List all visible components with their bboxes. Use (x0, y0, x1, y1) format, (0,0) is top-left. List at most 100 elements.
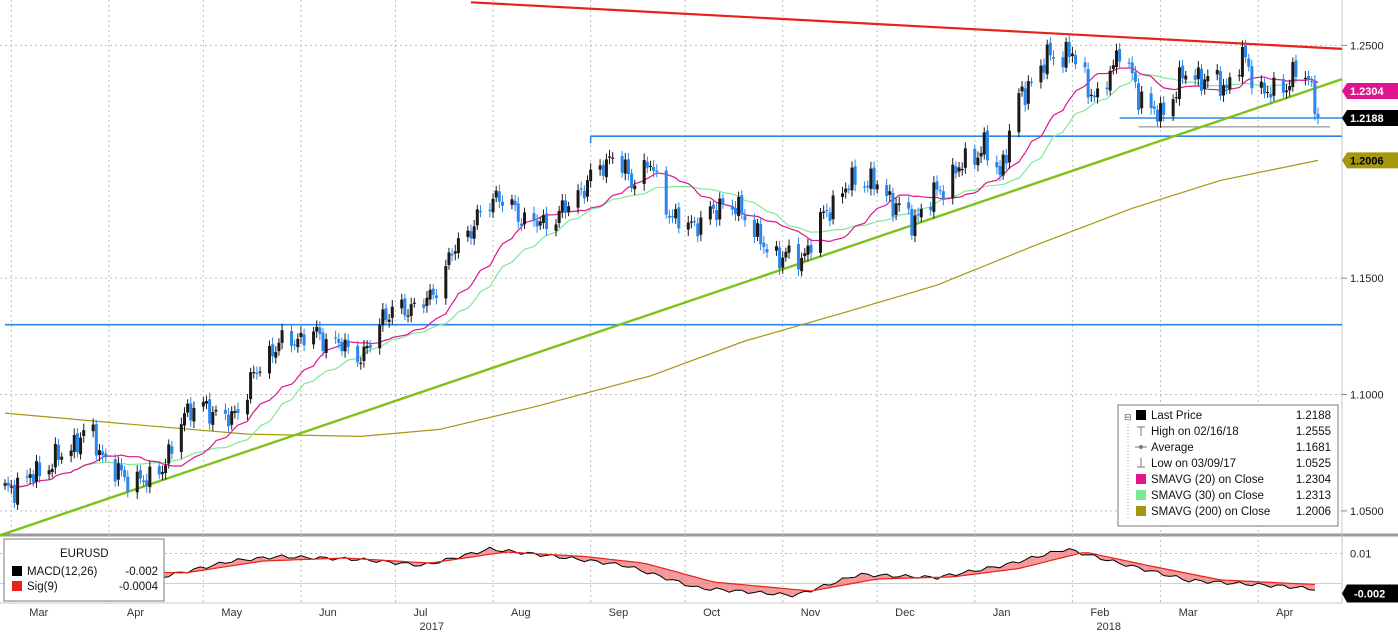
legend-label: SMAVG (200) on Close (1151, 506, 1270, 518)
candle-body (478, 210, 482, 213)
macd-y-tick-label: 0.01 (1350, 549, 1371, 561)
legend-label: SMAVG (20) on Close (1151, 474, 1264, 486)
candle-body (516, 203, 520, 222)
candle-body (170, 446, 174, 454)
macd-fill (867, 574, 875, 581)
candle-body (759, 224, 763, 245)
candle-body (1206, 76, 1210, 82)
candle-body (192, 408, 196, 422)
macd-fill (848, 577, 856, 585)
candle-body (1171, 99, 1175, 117)
candle-body (1111, 65, 1115, 69)
macd-fill (691, 575, 698, 587)
candle-body (563, 200, 567, 213)
sma-color-swatch (1136, 506, 1146, 516)
macd-fill (1138, 563, 1145, 572)
candle-body (671, 216, 675, 218)
candle-body (431, 288, 435, 295)
candle-body (79, 437, 83, 455)
macd-fill (238, 558, 245, 565)
candle-body (277, 342, 281, 352)
candle-body (321, 332, 325, 352)
candle-body (1307, 76, 1311, 80)
candle-body (271, 344, 275, 357)
macd-fill (735, 584, 742, 591)
candle-body (101, 451, 105, 456)
legend-label: SMAVG (30) on Close (1151, 490, 1264, 502)
year-label: 2017 (420, 621, 444, 632)
macd-fill (1044, 551, 1051, 563)
candle-body (1291, 62, 1295, 88)
candle-body (1316, 113, 1320, 119)
macd-value-label: -0.002 (1354, 589, 1385, 601)
candle-body (1196, 67, 1200, 80)
candle-body (809, 244, 813, 253)
candle-body (72, 435, 76, 452)
candle-body (1070, 53, 1074, 57)
candle-body (954, 166, 958, 174)
candle-body (1114, 50, 1118, 68)
candle-body (230, 411, 234, 425)
candle-body (891, 192, 895, 217)
candle-body (403, 298, 407, 316)
candle-body (148, 466, 152, 488)
candle-body (34, 461, 38, 482)
candle-body (94, 424, 98, 456)
macd-fill (999, 563, 1007, 571)
candle-body (412, 302, 416, 304)
candle-body (796, 244, 800, 270)
candle-body (787, 245, 791, 253)
macd-fill (477, 550, 484, 557)
legend-label: Last Price (1151, 410, 1202, 422)
candle-body (847, 188, 851, 190)
candle-body (586, 180, 590, 197)
candle-body (252, 371, 256, 374)
macd-fill (766, 586, 774, 595)
macd-fill (754, 585, 761, 593)
price-value-tag (1342, 110, 1398, 127)
macd-fill (962, 569, 969, 576)
candle-body (494, 190, 498, 198)
candle-body (123, 470, 127, 478)
candle-body (831, 195, 835, 220)
macd-fill (622, 560, 629, 568)
candle-body (708, 206, 712, 220)
candle-body (1083, 62, 1087, 68)
macd-fill (1308, 584, 1315, 591)
candle-body (1294, 60, 1298, 77)
sma30-line (4, 73, 1319, 491)
macd-fill (874, 574, 881, 580)
candle-body (381, 309, 385, 326)
candle-body (488, 209, 492, 211)
candle-body (655, 170, 659, 172)
macd-fill (1012, 561, 1019, 570)
legend-value: 1.2304 (1296, 474, 1332, 486)
candle-body (1193, 75, 1197, 80)
macd-fill (231, 558, 239, 566)
candle-body (466, 230, 470, 237)
macd-fill (578, 556, 585, 562)
candle-body (434, 295, 438, 299)
candle-body (186, 403, 190, 413)
candle-body (841, 193, 845, 197)
candle-body (699, 217, 703, 235)
candle-body (582, 190, 586, 199)
candle-body (642, 160, 646, 184)
candle-body (778, 247, 782, 269)
candle-body (1007, 130, 1011, 163)
candle-body (985, 130, 989, 161)
price-value-label: 1.2304 (1350, 86, 1385, 98)
candle-body (390, 306, 394, 318)
macd-fill (1207, 577, 1215, 584)
candle-body (9, 486, 13, 488)
candle-body (340, 341, 344, 352)
candle-body (913, 215, 917, 237)
candle-body (674, 209, 678, 219)
high-marker-icon (1137, 426, 1145, 436)
candle-body (1266, 91, 1270, 94)
candle-body (1259, 81, 1263, 88)
candle-body (91, 424, 95, 432)
candle-body (378, 324, 382, 349)
candle-body (227, 414, 231, 427)
